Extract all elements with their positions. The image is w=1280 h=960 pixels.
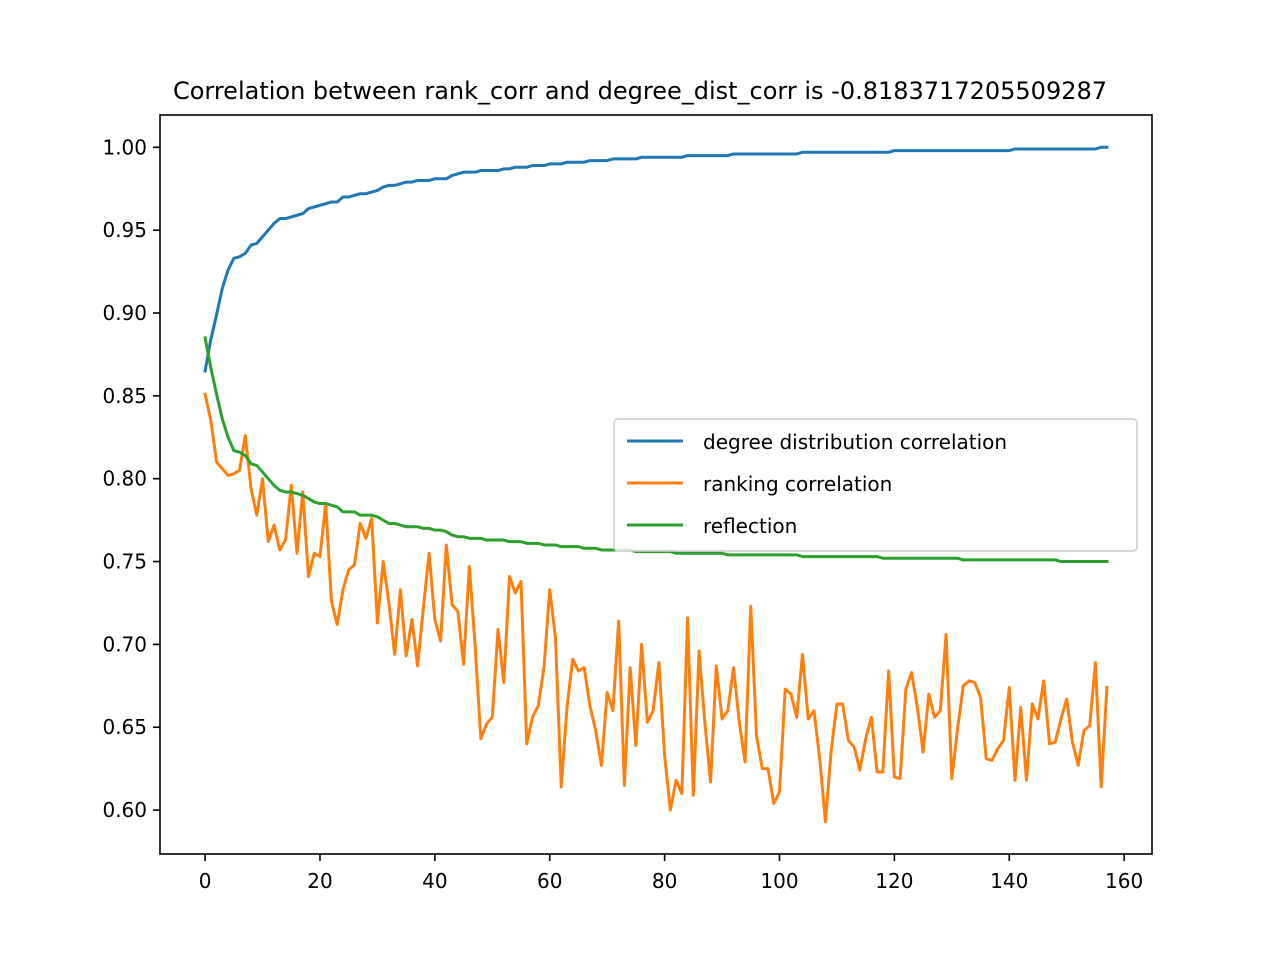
- y-tick-label: 0.75: [102, 550, 147, 574]
- legend-box: [613, 418, 1138, 552]
- y-tick-label: 0.95: [102, 218, 147, 242]
- x-tick-label: 160: [1105, 869, 1143, 893]
- series-line-ranking-correlation: [203, 392, 1109, 824]
- x-tick-label: 40: [422, 869, 447, 893]
- series-line-degree-distribution-correlation: [203, 145, 1109, 373]
- y-tick-label: 0.70: [102, 632, 147, 656]
- x-tick-label: 100: [760, 869, 798, 893]
- y-tick-label: 1.00: [102, 135, 147, 159]
- y-tick-label: 0.65: [102, 715, 147, 739]
- legend: degree distribution correlation ranking …: [613, 418, 1138, 552]
- x-tick-label: 80: [652, 869, 677, 893]
- legend-label-degree-distribution: degree distribution correlation: [703, 430, 1007, 454]
- y-tick-label: 0.80: [102, 467, 147, 491]
- x-tick-label: 20: [307, 869, 332, 893]
- chart-title: Correlation between rank_corr and degree…: [173, 77, 1107, 105]
- x-tick-label: 0: [199, 869, 212, 893]
- y-tick-label: 0.85: [102, 384, 147, 408]
- x-tick-label: 120: [875, 869, 913, 893]
- axes-frame: [159, 114, 1153, 855]
- legend-label-ranking: ranking correlation: [703, 472, 892, 496]
- y-tick-label: 0.90: [102, 301, 147, 325]
- x-tick-label: 60: [537, 869, 562, 893]
- y-tick-label: 0.60: [102, 798, 147, 822]
- legend-label-reflection: reflection: [703, 514, 797, 538]
- axes-layer: 0 20 40 60 80 100 120 140 160 0.60 0.65 0.70 0.75 0.8…: [102, 114, 1153, 893]
- x-tick-label: 140: [990, 869, 1028, 893]
